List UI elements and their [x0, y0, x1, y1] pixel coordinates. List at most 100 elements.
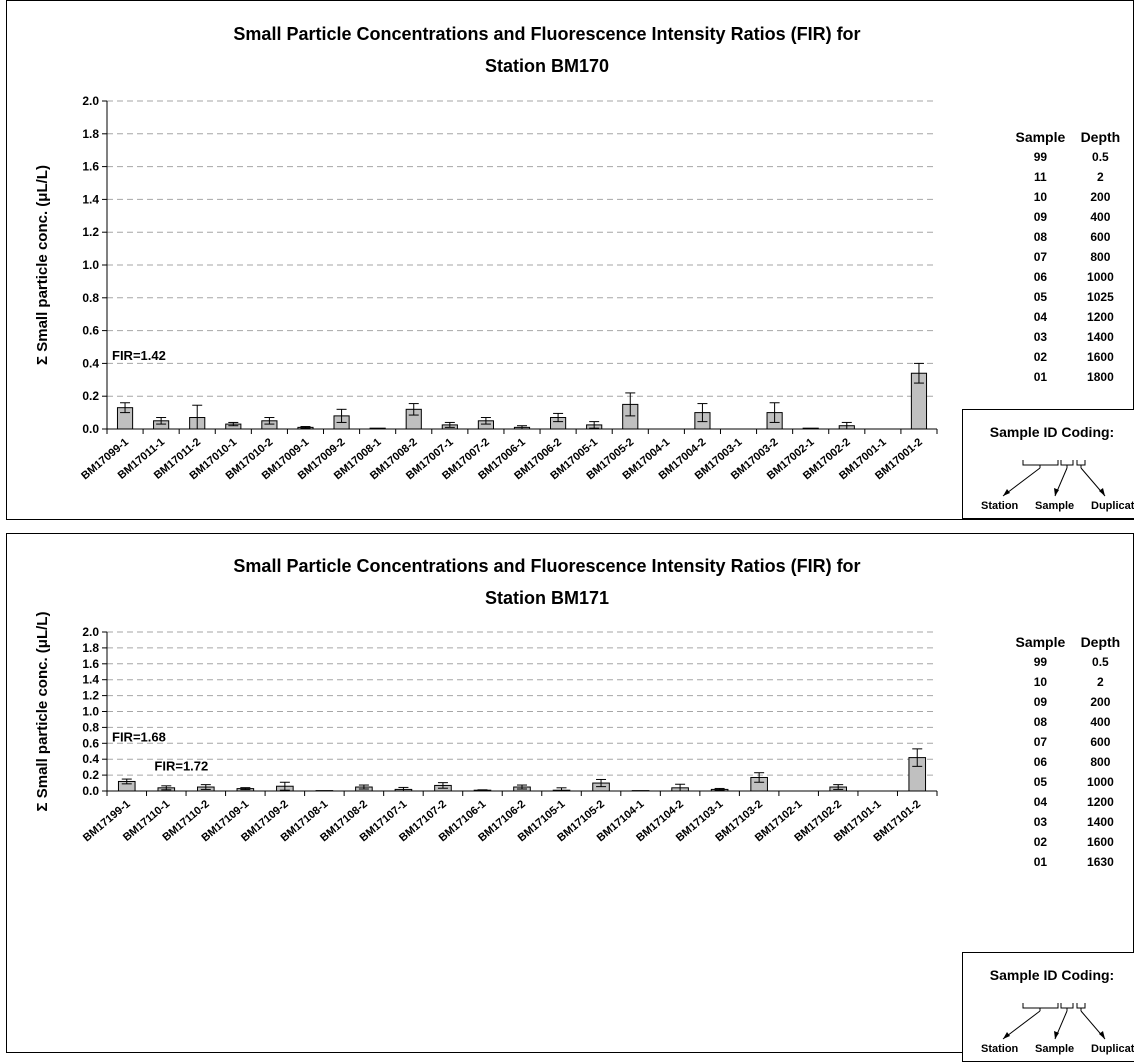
- chart-subtitle: Station BM171: [485, 588, 609, 608]
- y-tick-label: 0.4: [82, 356, 99, 370]
- legend-depth-cell: 1400: [1074, 327, 1127, 347]
- y-tick-label: 2.0: [82, 625, 99, 639]
- legend-depth-cell: 800: [1074, 752, 1127, 772]
- legend-depth-cell: 1600: [1074, 832, 1127, 852]
- y-tick-label: 0.4: [82, 752, 99, 766]
- legend-sample-cell: 99: [1007, 147, 1074, 167]
- legend-depth-cell: 200: [1074, 692, 1127, 712]
- id-coding-duplicate-label: Duplicate: [1091, 1043, 1134, 1055]
- legend-depth-cell: 1600: [1074, 347, 1127, 367]
- legend-sample-cell: 99: [1007, 652, 1074, 672]
- sample-id-coding-box: Sample ID Coding: Station Sample Duplica…: [962, 952, 1134, 1062]
- legend-depth-cell: 1400: [1074, 812, 1127, 832]
- legend-depth-cell: 200: [1074, 187, 1127, 207]
- y-tick-label: 1.6: [82, 160, 99, 174]
- legend-sample-cell: 02: [1007, 832, 1074, 852]
- y-tick-label: 1.2: [82, 689, 99, 703]
- legend-depth-cell: 600: [1074, 227, 1127, 247]
- legend-depth-cell: 400: [1074, 207, 1127, 227]
- chart-panel-bm170: Small Particle Concentrations and Fluore…: [6, 0, 1134, 520]
- y-tick-label: 1.2: [82, 225, 99, 239]
- legend-depth-cell: 600: [1074, 732, 1127, 752]
- y-tick-label: 0.2: [82, 768, 99, 782]
- legend-sample-cell: 05: [1007, 772, 1074, 792]
- y-tick-label: 0.0: [82, 784, 99, 798]
- legend-depth-cell: 1630: [1074, 852, 1127, 872]
- y-tick-label: 0.8: [82, 720, 99, 734]
- sample-id-coding-box: Sample ID Coding: Station Sample Duplica…: [962, 409, 1134, 519]
- fir-annotation: FIR=1.68: [112, 730, 166, 745]
- id-coding-duplicate-label: Duplicate: [1091, 500, 1134, 512]
- id-coding-sample-label: Sample: [1035, 1043, 1074, 1055]
- legend-sample-cell: 07: [1007, 247, 1074, 267]
- chart-title: Small Particle Concentrations and Fluore…: [233, 556, 860, 576]
- legend-depth-cell: 1200: [1074, 307, 1127, 327]
- legend-depth-cell: 1000: [1074, 772, 1127, 792]
- y-tick-label: 1.6: [82, 657, 99, 671]
- y-tick-label: 0.8: [82, 291, 99, 305]
- legend-sample-cell: 04: [1007, 307, 1074, 327]
- legend-depth-cell: 0.5: [1074, 147, 1127, 167]
- chart-panel-bm171: Small Particle Concentrations and Fluore…: [6, 533, 1134, 1053]
- fir-annotation: FIR=1.42: [112, 348, 166, 363]
- legend-sample-cell: 01: [1007, 852, 1074, 872]
- legend-sample-cell: 08: [1007, 712, 1074, 732]
- legend-depth-cell: 2: [1074, 167, 1127, 187]
- chart-subtitle: Station BM170: [485, 56, 609, 76]
- y-tick-label: 1.0: [82, 258, 99, 272]
- chart-title: Small Particle Concentrations and Fluore…: [233, 24, 860, 44]
- legend-depth-cell: 1800: [1074, 367, 1127, 387]
- id-coding-station-label: Station: [981, 500, 1018, 512]
- y-tick-label: 1.8: [82, 641, 99, 655]
- legend-depth-cell: 1025: [1074, 287, 1127, 307]
- y-tick-label: 0.6: [82, 324, 99, 338]
- bar: [370, 428, 385, 429]
- legend-sample-cell: 10: [1007, 187, 1074, 207]
- legend-sample-cell: 03: [1007, 327, 1074, 347]
- fir-annotation: FIR=1.72: [154, 758, 208, 773]
- legend-sample-cell: 06: [1007, 752, 1074, 772]
- legend-depth-cell: 800: [1074, 247, 1127, 267]
- id-coding-station-label: Station: [981, 1043, 1018, 1055]
- legend-sample-cell: 08: [1007, 227, 1074, 247]
- y-axis-label: Σ Small particle conc. (μL/L): [34, 612, 51, 812]
- legend-depth-cell: 1000: [1074, 267, 1127, 287]
- legend-sample-cell: 11: [1007, 167, 1074, 187]
- legend-sample-cell: 06: [1007, 267, 1074, 287]
- legend-header-sample: Sample: [1007, 129, 1074, 147]
- y-tick-label: 0.6: [82, 736, 99, 750]
- y-tick-label: 0.0: [82, 422, 99, 436]
- legend-sample-cell: 09: [1007, 207, 1074, 227]
- legend-sample-cell: 10: [1007, 672, 1074, 692]
- y-tick-label: 2.0: [82, 94, 99, 108]
- legend-depth-cell: 0.5: [1074, 652, 1127, 672]
- legend-sample-cell: 09: [1007, 692, 1074, 712]
- legend-sample-cell: 05: [1007, 287, 1074, 307]
- legend-header-depth: Depth: [1074, 634, 1127, 652]
- legend-depth-cell: 1200: [1074, 792, 1127, 812]
- id-coding-sample-label: Sample: [1035, 500, 1074, 512]
